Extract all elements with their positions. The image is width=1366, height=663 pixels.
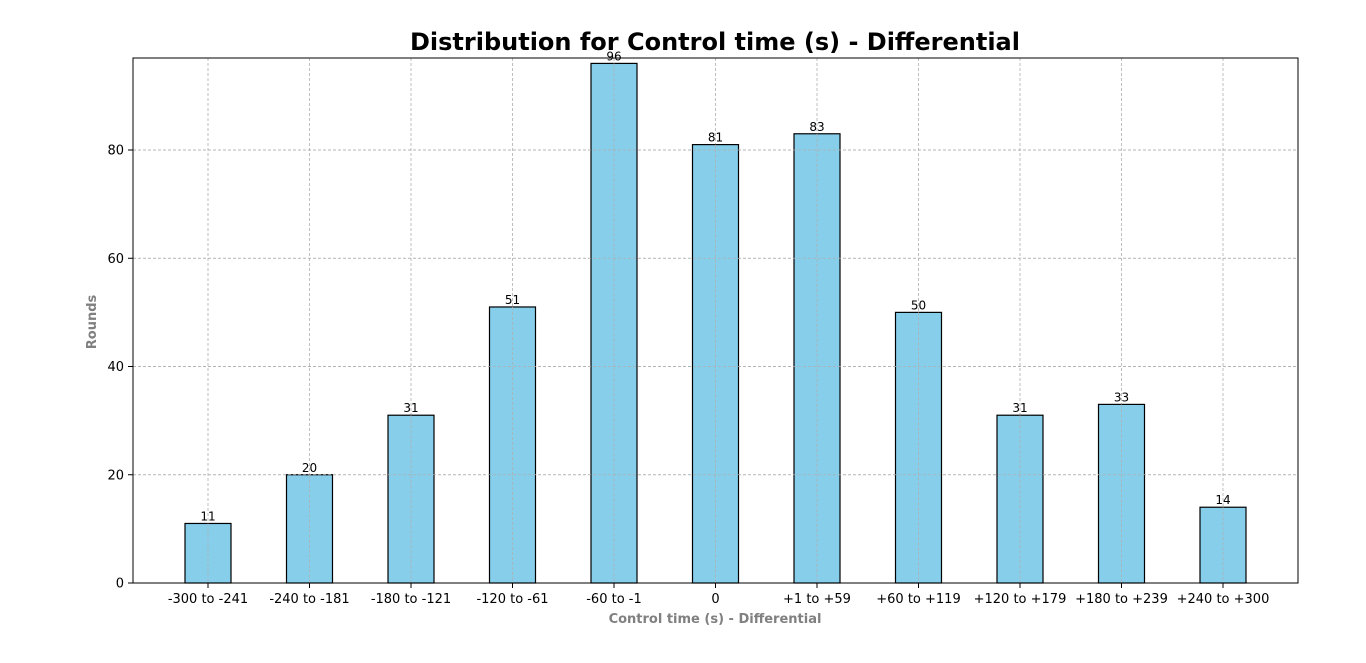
data-label-6: 83 — [809, 120, 824, 134]
data-label-5: 81 — [708, 131, 723, 145]
y-tick-label-1: 20 — [107, 468, 124, 483]
y-axis-label: Rounds — [85, 294, 100, 349]
x-axis-ticks: -300 to -241 -240 to -181 -180 to -121 -120… — [168, 583, 1270, 607]
data-label-4: 96 — [606, 49, 621, 63]
data-label-10: 14 — [1215, 493, 1230, 507]
x-tick-label-0: -300 to -241 — [168, 592, 248, 607]
bar-6 — [793, 133, 841, 584]
y-axis-ticks: 0 20 40 60 80 — [107, 144, 133, 592]
data-label-7: 50 — [911, 298, 926, 312]
chart-title: Distribution for Control time (s) - Diff… — [410, 28, 1020, 56]
y-tick-label-4: 80 — [107, 144, 124, 159]
data-label-8: 31 — [1012, 401, 1027, 415]
x-tick-label-9: +180 to +239 — [1075, 592, 1168, 607]
x-tick-label-6: +1 to +59 — [783, 592, 851, 607]
data-label-2: 31 — [403, 401, 418, 415]
x-tick-label-8: +120 to +179 — [974, 592, 1067, 607]
x-tick-label-5: 0 — [711, 592, 719, 607]
x-tick-label-7: +60 to +119 — [876, 592, 960, 607]
x-tick-label-10: +240 to +300 — [1177, 592, 1270, 607]
x-axis-label: Control time (s) - Differential — [609, 612, 822, 627]
y-tick-label-2: 40 — [107, 360, 124, 375]
x-tick-label-3: -120 to -61 — [476, 592, 548, 607]
data-labels: 11 20 31 51 96 81 83 50 31 33 14 — [133, 49, 1298, 584]
bar-9 — [1097, 403, 1146, 584]
data-label-1: 20 — [302, 461, 317, 475]
x-tick-label-2: -180 to -121 — [371, 592, 451, 607]
x-tick-label-1: -240 to -181 — [269, 592, 349, 607]
data-label-9: 33 — [1114, 390, 1129, 404]
data-label-3: 51 — [505, 293, 520, 307]
data-label-0: 11 — [200, 509, 215, 523]
y-tick-label-0: 0 — [116, 577, 124, 592]
x-tick-label-4: -60 to -1 — [586, 592, 642, 607]
y-tick-label-3: 60 — [107, 252, 124, 267]
